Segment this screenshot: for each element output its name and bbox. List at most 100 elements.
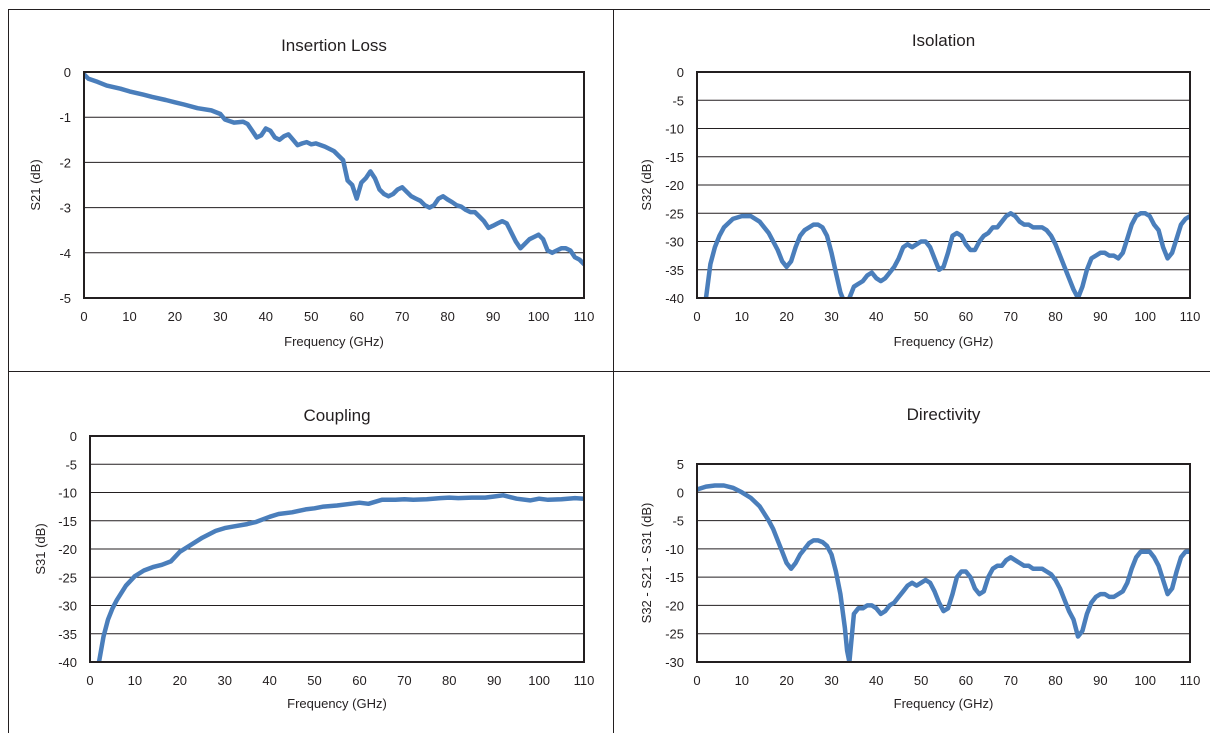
x-tick-label: 40 (259, 309, 273, 324)
x-tick-label: 70 (397, 673, 411, 688)
y-tick-label: -15 (665, 570, 684, 585)
x-tick-label: 70 (395, 309, 409, 324)
x-tick-label: 30 (824, 309, 838, 324)
x-tick-label: 20 (173, 673, 187, 688)
y-tick-label: -35 (665, 263, 684, 278)
y-tick-label: -35 (58, 627, 77, 642)
y-tick-label: -10 (665, 542, 684, 557)
x-tick-label: 0 (693, 673, 700, 688)
x-axis-label: Frequency (GHz) (894, 334, 994, 349)
plot-area-border (696, 463, 1191, 663)
y-tick-label: -15 (58, 514, 77, 529)
y-tick-label: -20 (665, 178, 684, 193)
x-tick-label: 110 (574, 673, 595, 688)
x-tick-label: 20 (168, 309, 182, 324)
y-tick-label: -10 (58, 486, 77, 501)
x-axis-label: Frequency (GHz) (287, 696, 387, 711)
x-tick-label: 70 (1003, 673, 1017, 688)
y-tick-label: -30 (665, 655, 684, 670)
x-tick-label: 60 (349, 309, 363, 324)
x-tick-label: 100 (1134, 309, 1156, 324)
y-tick-label: 5 (677, 457, 684, 472)
y-tick-label: -5 (65, 457, 77, 472)
x-tick-label: 10 (122, 309, 136, 324)
y-axis-label: S31 (dB) (33, 523, 48, 574)
x-tick-label: 30 (824, 673, 838, 688)
x-tick-label: 60 (959, 309, 973, 324)
x-tick-label: 60 (959, 673, 973, 688)
y-tick-label: -1 (59, 110, 71, 125)
x-tick-label: 100 (528, 309, 550, 324)
x-tick-label: 30 (213, 309, 227, 324)
y-axis-label: S32 - S21 - S31 (dB) (639, 503, 654, 624)
series-line (703, 211, 1190, 298)
x-tick-label: 80 (440, 309, 454, 324)
x-axis-label: Frequency (GHz) (284, 334, 384, 349)
x-tick-label: 40 (869, 309, 883, 324)
x-tick-label: 0 (80, 309, 87, 324)
x-tick-label: 0 (693, 309, 700, 324)
x-tick-label: 110 (574, 309, 595, 324)
x-tick-label: 80 (1048, 673, 1062, 688)
y-tick-label: 0 (70, 429, 77, 444)
y-tick-label: -3 (59, 201, 71, 216)
y-tick-label: -30 (58, 599, 77, 614)
y-axis-label: S32 (dB) (639, 159, 654, 210)
y-tick-label: -25 (665, 206, 684, 221)
y-tick-label: -4 (59, 246, 71, 261)
chart-title: Directivity (907, 405, 981, 424)
plot-area-border (696, 71, 1191, 299)
x-tick-label: 80 (1048, 309, 1062, 324)
series-line (84, 72, 584, 267)
x-tick-label: 10 (735, 673, 749, 688)
y-tick-label: -5 (59, 291, 71, 306)
y-tick-label: -2 (59, 155, 71, 170)
x-tick-label: 20 (779, 309, 793, 324)
series-line (697, 483, 1190, 662)
x-tick-label: 90 (1093, 309, 1107, 324)
series-line (96, 493, 584, 662)
x-tick-label: 10 (735, 309, 749, 324)
x-tick-label: 50 (914, 673, 928, 688)
x-tick-label: 40 (869, 673, 883, 688)
chart-insertion-loss: 0 -1 -2 -3 -4 -5 0 10 20 30 40 50 60 70 80 90 100 110 Inse… (28, 36, 594, 349)
chart-title: Coupling (303, 406, 370, 425)
y-tick-label: -30 (665, 235, 684, 250)
chart-title: Insertion Loss (281, 36, 387, 55)
x-tick-label: 90 (487, 673, 501, 688)
y-tick-label: -40 (58, 655, 77, 670)
chart-title: Isolation (912, 31, 975, 50)
x-tick-label: 100 (1134, 673, 1156, 688)
y-tick-label: 0 (677, 65, 684, 80)
chart-isolation: 0 -5 -10 -15 -20 -25 -30 -35 -40 0 10 20 30 40 50 60 70 8… (639, 31, 1200, 349)
x-tick-label: 90 (486, 309, 500, 324)
x-tick-label: 0 (86, 673, 93, 688)
x-tick-label: 50 (304, 309, 318, 324)
y-tick-label: -15 (665, 150, 684, 165)
x-tick-label: 20 (779, 673, 793, 688)
x-tick-label: 110 (1180, 673, 1201, 688)
x-tick-label: 110 (1180, 309, 1201, 324)
y-tick-label: -25 (58, 570, 77, 585)
x-tick-label: 40 (262, 673, 276, 688)
chart-directivity: 50-5-10-15-20-25-300 10 20 30 40 50 60 70 80 90 10… (639, 405, 1200, 711)
x-tick-label: 50 (307, 673, 321, 688)
y-tick-label: -10 (665, 122, 684, 137)
y-tick-label: -40 (665, 291, 684, 306)
x-tick-label: 30 (217, 673, 231, 688)
x-tick-label: 100 (528, 673, 550, 688)
y-tick-label: -5 (672, 514, 684, 529)
x-tick-label: 50 (914, 309, 928, 324)
plot-area-border (89, 435, 585, 663)
y-tick-label: -25 (665, 627, 684, 642)
plot-area-border (83, 71, 585, 299)
x-tick-label: 90 (1093, 673, 1107, 688)
x-tick-label: 80 (442, 673, 456, 688)
y-tick-label: -20 (58, 542, 77, 557)
y-tick-label: 0 (677, 485, 684, 500)
x-axis-label: Frequency (GHz) (894, 696, 994, 711)
x-tick-label: 10 (128, 673, 142, 688)
y-tick-label: 0 (64, 65, 71, 80)
x-tick-label: 60 (352, 673, 366, 688)
